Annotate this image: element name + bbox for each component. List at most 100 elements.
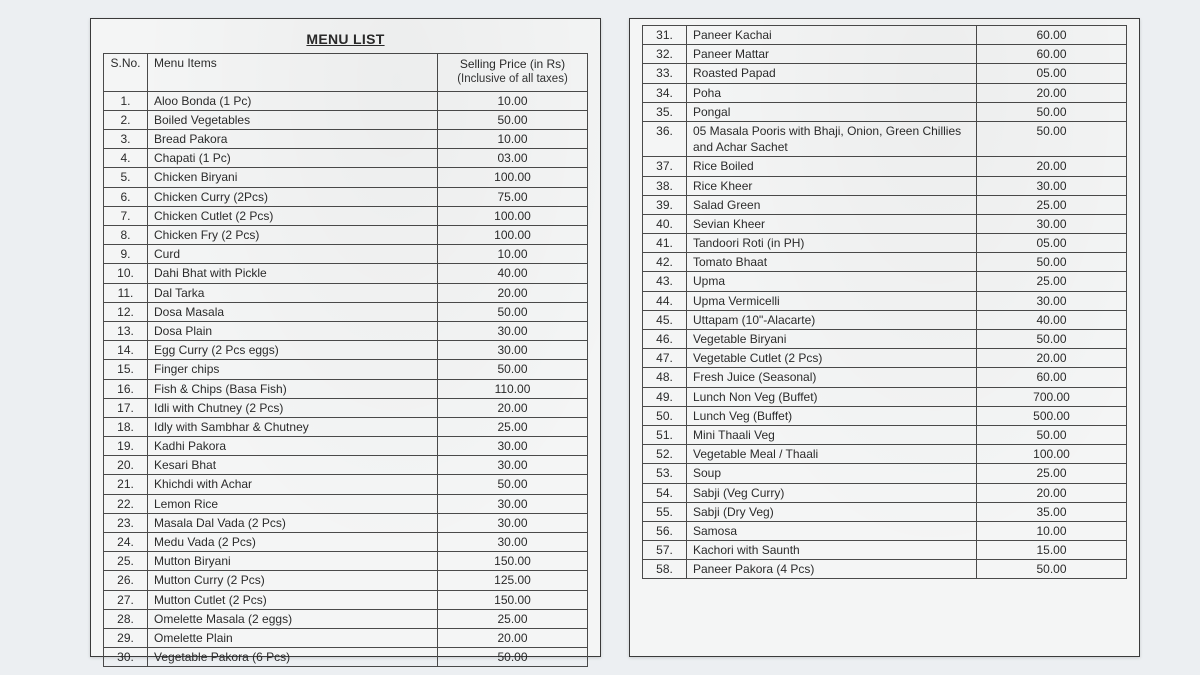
cell-item: Dal Tarka <box>148 283 438 302</box>
cell-price: 30.00 <box>977 214 1127 233</box>
header-item: Menu Items <box>148 54 438 92</box>
cell-price: 25.00 <box>438 417 588 436</box>
cell-price: 75.00 <box>438 187 588 206</box>
cell-item: Lunch Non Veg (Buffet) <box>687 387 977 406</box>
cell-price: 150.00 <box>438 552 588 571</box>
cell-item: Tandoori Roti (in PH) <box>687 234 977 253</box>
cell-sno: 15. <box>104 360 148 379</box>
cell-item: Roasted Papad <box>687 64 977 83</box>
cell-price: 25.00 <box>438 609 588 628</box>
cell-price: 60.00 <box>977 26 1127 45</box>
table-row: 32.Paneer Mattar60.00 <box>643 45 1127 64</box>
cell-price: 30.00 <box>438 341 588 360</box>
table-row: 5.Chicken Biryani100.00 <box>104 168 588 187</box>
cell-price: 50.00 <box>977 102 1127 121</box>
cell-item: Paneer Pakora (4 Pcs) <box>687 560 977 579</box>
cell-sno: 40. <box>643 214 687 233</box>
cell-item: Chicken Biryani <box>148 168 438 187</box>
cell-price: 500.00 <box>977 406 1127 425</box>
table-row: 30.Vegetable Pakora (6 Pcs)50.00 <box>104 648 588 667</box>
table-row: 42.Tomato Bhaat50.00 <box>643 253 1127 272</box>
cell-item: Medu Vada (2 Pcs) <box>148 533 438 552</box>
table-row: 17.Idli with Chutney (2 Pcs)20.00 <box>104 398 588 417</box>
cell-item: Sabji (Dry Veg) <box>687 502 977 521</box>
cell-sno: 54. <box>643 483 687 502</box>
cell-price: 100.00 <box>438 206 588 225</box>
cell-item: Dosa Plain <box>148 321 438 340</box>
cell-sno: 25. <box>104 552 148 571</box>
table-row: 3.Bread Pakora10.00 <box>104 130 588 149</box>
cell-sno: 58. <box>643 560 687 579</box>
cell-price: 20.00 <box>438 283 588 302</box>
cell-item: Mutton Curry (2 Pcs) <box>148 571 438 590</box>
cell-sno: 17. <box>104 398 148 417</box>
cell-price: 50.00 <box>438 110 588 129</box>
cell-price: 20.00 <box>438 628 588 647</box>
table-row: 10.Dahi Bhat with Pickle40.00 <box>104 264 588 283</box>
cell-sno: 46. <box>643 330 687 349</box>
cell-item: Salad Green <box>687 195 977 214</box>
table-row: 29.Omelette Plain20.00 <box>104 628 588 647</box>
cell-price: 60.00 <box>977 45 1127 64</box>
cell-sno: 26. <box>104 571 148 590</box>
cell-sno: 6. <box>104 187 148 206</box>
table-row: 4.Chapati (1 Pc)03.00 <box>104 149 588 168</box>
cell-item: Lunch Veg (Buffet) <box>687 406 977 425</box>
table-row: 31.Paneer Kachai60.00 <box>643 26 1127 45</box>
table-row: 54.Sabji (Veg Curry)20.00 <box>643 483 1127 502</box>
cell-item: Egg Curry (2 Pcs eggs) <box>148 341 438 360</box>
cell-price: 05.00 <box>977 64 1127 83</box>
cell-price: 35.00 <box>977 502 1127 521</box>
table-row: 46.Vegetable Biryani50.00 <box>643 330 1127 349</box>
cell-price: 50.00 <box>977 253 1127 272</box>
cell-price: 700.00 <box>977 387 1127 406</box>
cell-sno: 57. <box>643 541 687 560</box>
cell-sno: 52. <box>643 445 687 464</box>
cell-sno: 28. <box>104 609 148 628</box>
table-row: 11.Dal Tarka20.00 <box>104 283 588 302</box>
table-row: 33.Roasted Papad05.00 <box>643 64 1127 83</box>
cell-item: Upma <box>687 272 977 291</box>
cell-sno: 42. <box>643 253 687 272</box>
menu-sheet-right: 31.Paneer Kachai60.0032.Paneer Mattar60.… <box>629 18 1140 657</box>
cell-price: 30.00 <box>438 513 588 532</box>
table-row: 36.05 Masala Pooris with Bhaji, Onion, G… <box>643 121 1127 156</box>
cell-item: Vegetable Biryani <box>687 330 977 349</box>
cell-sno: 39. <box>643 195 687 214</box>
table-row: 51.Mini Thaali Veg50.00 <box>643 425 1127 444</box>
cell-sno: 23. <box>104 513 148 532</box>
cell-item: Mini Thaali Veg <box>687 425 977 444</box>
cell-sno: 18. <box>104 417 148 436</box>
cell-item: Sevian Kheer <box>687 214 977 233</box>
cell-price: 30.00 <box>977 176 1127 195</box>
cell-item: Idly with Sambhar & Chutney <box>148 417 438 436</box>
cell-price: 40.00 <box>438 264 588 283</box>
cell-sno: 38. <box>643 176 687 195</box>
cell-sno: 7. <box>104 206 148 225</box>
cell-sno: 31. <box>643 26 687 45</box>
table-row: 13.Dosa Plain30.00 <box>104 321 588 340</box>
table-row: 48.Fresh Juice (Seasonal)60.00 <box>643 368 1127 387</box>
cell-item: Kachori with Saunth <box>687 541 977 560</box>
cell-item: Chicken Fry (2 Pcs) <box>148 226 438 245</box>
header-sno: S.No. <box>104 54 148 92</box>
table-row: 15.Finger chips50.00 <box>104 360 588 379</box>
table-row: 18.Idly with Sambhar & Chutney25.00 <box>104 417 588 436</box>
cell-sno: 21. <box>104 475 148 494</box>
table-row: 35.Pongal50.00 <box>643 102 1127 121</box>
cell-item: Boiled Vegetables <box>148 110 438 129</box>
cell-price: 10.00 <box>438 245 588 264</box>
cell-sno: 24. <box>104 533 148 552</box>
cell-item: Mutton Cutlet (2 Pcs) <box>148 590 438 609</box>
cell-sno: 22. <box>104 494 148 513</box>
cell-sno: 47. <box>643 349 687 368</box>
cell-item: Lemon Rice <box>148 494 438 513</box>
table-row: 23.Masala Dal Vada (2 Pcs)30.00 <box>104 513 588 532</box>
cell-item: Chicken Curry (2Pcs) <box>148 187 438 206</box>
cell-sno: 35. <box>643 102 687 121</box>
table-row: 12.Dosa Masala50.00 <box>104 302 588 321</box>
cell-price: 20.00 <box>977 483 1127 502</box>
table-row: 8.Chicken Fry (2 Pcs)100.00 <box>104 226 588 245</box>
cell-sno: 11. <box>104 283 148 302</box>
cell-item: Bread Pakora <box>148 130 438 149</box>
